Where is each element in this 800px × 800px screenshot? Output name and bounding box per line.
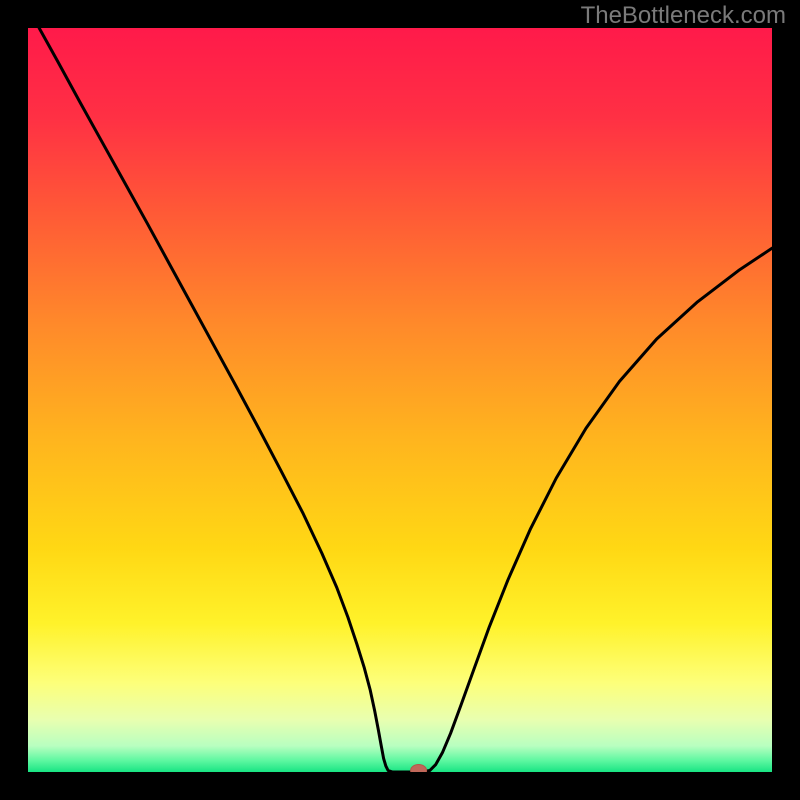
chart-frame: TheBottleneck.com	[0, 0, 800, 800]
chart-background	[28, 28, 772, 772]
chart-svg	[28, 28, 772, 772]
watermark-text: TheBottleneck.com	[581, 2, 786, 30]
optimal-point-marker	[411, 765, 427, 772]
plot-area	[28, 28, 772, 772]
